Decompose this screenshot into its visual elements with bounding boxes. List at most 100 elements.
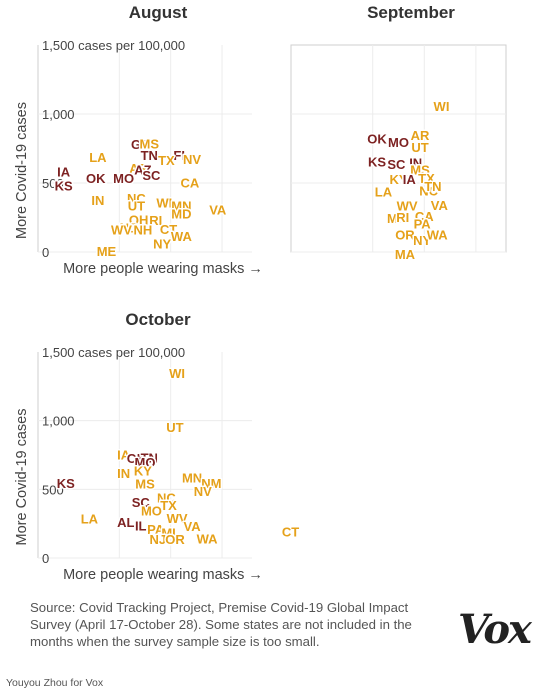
state-point-ok: OK	[127, 451, 147, 466]
vox-logo: Vox	[458, 606, 532, 653]
y-tick-label: 1,000	[42, 414, 75, 429]
state-point-ny: NY	[153, 236, 171, 251]
state-point-ca: CA	[415, 209, 434, 224]
state-point-wi: WI	[434, 99, 450, 114]
state-point-tn: TN	[141, 450, 158, 465]
state-point-in: IN	[409, 156, 422, 171]
state-point-ky: KY	[389, 172, 407, 187]
state-point-in: IN	[91, 193, 104, 208]
state-point-ks: KS	[55, 178, 73, 193]
state-point-oh: OH	[129, 212, 149, 227]
state-point-va: VA	[209, 203, 227, 218]
state-point-va: VA	[431, 198, 449, 213]
y-tick-label: 1,500 cases per 100,000	[42, 38, 185, 53]
y-tick-label: 500	[42, 482, 64, 497]
state-point-md: MD	[171, 207, 191, 222]
state-point-ia: IA	[57, 165, 71, 180]
state-point-pa: PA	[147, 522, 165, 537]
state-point-ga: GA	[131, 137, 151, 152]
state-point-ok: OK	[367, 132, 387, 147]
state-point-ut: UT	[411, 140, 428, 155]
state-point-al: AL	[117, 515, 134, 530]
state-point-wi: WI	[156, 196, 172, 211]
state-point-ks: KS	[57, 476, 75, 491]
state-point-tx: TX	[158, 153, 175, 168]
y-tick-label: 500	[42, 176, 64, 191]
state-point-ct: CT	[160, 222, 177, 237]
panel-august: August 0 500 1,000 1,500 cases per 100,000 Mo…	[14, 3, 263, 277]
state-point-or: OR	[165, 532, 185, 547]
state-point-ri: RI	[396, 210, 409, 225]
y-tick-label: 0	[42, 245, 49, 260]
state-point-la: LA	[81, 512, 99, 527]
state-point-ar: AR	[411, 128, 430, 143]
state-point-mi: MI	[387, 211, 401, 226]
state-point-nc: NC	[157, 490, 176, 505]
state-point-mn: MN	[171, 198, 191, 213]
state-point-nj: NJ	[150, 532, 167, 547]
panel-title: August	[129, 3, 188, 22]
y-axis-label: More Covid-19 cases	[14, 409, 30, 546]
state-point-wa: WA	[427, 227, 449, 242]
state-point-ky: KY	[134, 463, 152, 478]
state-point-tn: TN	[141, 148, 158, 163]
state-point-mn: MN	[182, 470, 202, 485]
state-point-tx: TX	[418, 171, 435, 186]
state-point-me: ME	[97, 244, 117, 259]
state-point-ms: MS	[410, 163, 430, 178]
state-point-ri: RI	[149, 213, 162, 228]
state-point-nh: NH	[133, 223, 152, 238]
state-point-or: OR	[395, 227, 415, 242]
state-point-ut: UT	[166, 420, 183, 435]
state-point-ct: CT	[282, 525, 299, 540]
state-point-mo: MO	[388, 135, 409, 150]
state-point-fl: FL	[173, 148, 189, 163]
x-axis-label: More people wearing masks →	[63, 261, 263, 277]
state-point-ks: KS	[368, 154, 386, 169]
y-tick-label: 1,000	[42, 107, 75, 122]
state-point-ut: UT	[128, 198, 145, 213]
state-point-nv: NV	[194, 484, 212, 499]
y-axis-label: More Covid-19 cases	[14, 102, 30, 239]
state-point-ia: IA	[403, 172, 417, 187]
state-point-mo: MO	[113, 171, 134, 186]
state-point-nj: NJ	[120, 221, 137, 236]
state-point-il: IL	[135, 518, 147, 533]
state-point-ar: AR	[129, 161, 148, 176]
y-tick-label: 0	[42, 551, 49, 566]
state-point-ia: IA	[117, 448, 131, 463]
state-point-ny: NY	[413, 233, 431, 248]
state-point-sc: SC	[387, 157, 406, 172]
state-point-wa: WA	[197, 531, 219, 546]
credit-line: Youyou Zhou for Vox	[6, 677, 104, 689]
state-point-nm: NM	[201, 476, 221, 491]
x-axis-label: More people wearing masks →	[63, 567, 263, 583]
state-point-sc: SC	[142, 168, 161, 183]
state-point-ok: OK	[86, 171, 106, 186]
source-note: Source: Covid Tracking Project, Premise …	[30, 600, 412, 649]
state-point-la: LA	[375, 185, 393, 200]
state-point-ms: MS	[135, 477, 155, 492]
state-point-va: VA	[184, 519, 202, 534]
panel-title: September	[367, 3, 455, 22]
state-point-wv: WV	[397, 198, 418, 213]
state-point-pa: PA	[414, 216, 432, 231]
state-point-ms: MS	[140, 136, 160, 151]
state-point-ma: MA	[395, 247, 416, 262]
state-point-tn: TN	[424, 179, 441, 194]
state-point-az: AZ	[134, 163, 151, 178]
state-point-wv: WV	[111, 223, 132, 238]
panel-october: October 0 500 1,000 1,500 cases per 100,000 M…	[14, 310, 301, 583]
state-point-wv: WV	[167, 511, 188, 526]
y-tick-label: 1,500 cases per 100,000	[42, 345, 185, 360]
state-point-nv: NV	[183, 152, 201, 167]
state-point-ca: CA	[181, 176, 200, 191]
state-point-wa: WA	[171, 229, 193, 244]
state-point-mo: MO	[135, 455, 156, 470]
state-point-mi: MI	[161, 525, 175, 540]
state-point-in: IN	[117, 466, 130, 481]
state-point-nc: NC	[127, 191, 146, 206]
state-point-wi: WI	[169, 366, 185, 381]
